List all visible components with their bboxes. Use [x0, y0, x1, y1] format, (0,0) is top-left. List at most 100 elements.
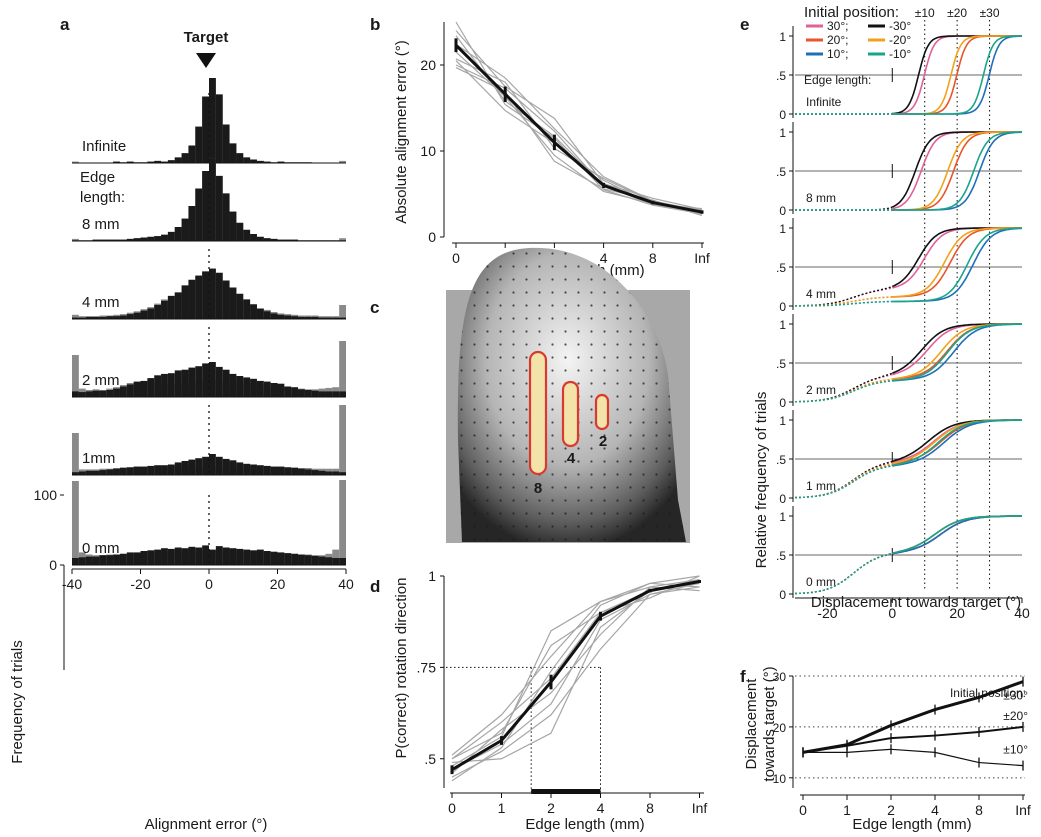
histogram-bar-black — [256, 308, 264, 319]
panel-e-cdf-dashed — [795, 300, 893, 307]
histogram-bar-black — [209, 78, 216, 163]
panel-d-mean-line — [451, 580, 700, 772]
panel-b-y-tick-label: 10 — [420, 143, 436, 159]
panel-letter-e: e — [740, 15, 749, 34]
histogram-bar-black — [263, 238, 271, 241]
panel-e-row-4: 1 .5 0 1 mm — [776, 410, 1023, 506]
panel-e-y-tick-label: .5 — [776, 261, 786, 275]
histogram-bar-black — [126, 384, 134, 397]
panel-c-fingertip-image: 8 4 2 — [446, 247, 690, 543]
histogram-bar-black — [243, 549, 251, 565]
histogram-bar-grey — [339, 160, 346, 163]
panel-a-y-tick-label: 100 — [34, 487, 58, 503]
histogram-bar-black — [243, 463, 251, 475]
histogram-bar-black — [236, 153, 244, 163]
panel-e-cdf-line — [892, 227, 1022, 298]
histogram-bar-black — [304, 555, 312, 565]
histogram-bar-black — [188, 367, 196, 397]
histogram-bar-black — [284, 553, 292, 565]
histogram-bar-black — [256, 380, 264, 397]
histogram-bar-black — [147, 161, 155, 163]
panel-f-y-tick-label: 20 — [773, 721, 787, 735]
legend-entry-2: 20°; — [827, 33, 848, 47]
histogram-bar-black — [263, 161, 271, 163]
panel-a-edge-length-word2: length: — [80, 189, 125, 206]
panel-d-ylabel: P(correct) rotation direction — [393, 578, 410, 759]
histogram-bar-black — [133, 552, 141, 565]
legend-entry-3: -20° — [889, 33, 911, 47]
histogram-bar-black — [92, 556, 100, 565]
histogram-bar-black — [215, 175, 223, 241]
histogram-bar-black — [113, 388, 120, 397]
panel-b-subject-line — [455, 67, 703, 217]
panel-f-y-tick-label: 30 — [773, 670, 787, 684]
panel-a-edge-length-title: Edge length: — [80, 169, 125, 206]
histogram-bar-black — [181, 461, 189, 475]
panel-a-x-tick-label: 20 — [270, 576, 286, 592]
panel-e-y-tick-label: 0 — [779, 588, 786, 602]
panel-e-cdf-line — [892, 515, 1022, 555]
histogram-bar-black — [195, 188, 203, 241]
histogram-row-3: 2 mm — [72, 327, 346, 398]
histogram-bar-black — [304, 390, 312, 397]
histogram-bar-black — [263, 381, 271, 397]
histogram-bar-black — [339, 317, 346, 319]
panel-d-y-tick-label: 1 — [428, 568, 436, 584]
histogram-bar-black — [72, 472, 79, 475]
panel-f-xlabel: Edge length (mm) — [852, 816, 971, 833]
histogram-bar-black — [106, 316, 114, 319]
stimulus-label-4: 4 — [567, 450, 576, 467]
histogram-bar-black — [215, 94, 223, 163]
histogram-bar-black — [174, 227, 182, 241]
histogram-bar-black — [291, 553, 299, 565]
histogram-bar-black — [106, 469, 114, 475]
histogram-bar-black — [304, 316, 312, 319]
histogram-bar-black — [119, 315, 127, 319]
histogram-bar-black — [256, 465, 264, 475]
histogram-row-label: 1mm — [82, 450, 115, 467]
histogram-bar-black — [325, 557, 333, 565]
panel-e-x-tick-label: 40 — [1014, 605, 1030, 621]
histogram-bar-black — [92, 239, 100, 241]
histogram-bar-black — [270, 551, 278, 565]
histogram-bar-black — [229, 143, 237, 163]
panel-d-x-tick-label: 8 — [646, 800, 654, 816]
panel-letter-f: f — [740, 667, 746, 686]
histogram-bar-black — [181, 369, 189, 397]
histogram-bar-grey — [339, 305, 346, 319]
histogram-bar-black — [92, 316, 100, 319]
stimulus-bar-2 — [594, 393, 610, 431]
panel-a-x-tick-label: -40 — [62, 576, 82, 592]
histogram-bar-black — [78, 392, 86, 397]
panel-e-row-2: 1 .5 0 4 mm — [776, 218, 1023, 314]
panel-f-x-tick-label: 1 — [843, 802, 851, 818]
panel-a-x-tick-label: 0 — [205, 576, 213, 592]
histogram-bar-black — [126, 161, 134, 163]
histogram-bar-black — [339, 558, 346, 565]
panel-e-xlabel: Displacement towards target (°) — [811, 594, 1021, 611]
panel-e-cdf-line — [892, 227, 1022, 303]
panel-e-y-tick-label: 0 — [779, 204, 786, 218]
histogram-bar-black — [154, 465, 162, 475]
panel-d-subject-line — [451, 586, 700, 771]
histogram-bar-black — [113, 554, 120, 565]
histogram-bar-black — [195, 547, 203, 565]
panel-e-row-label: 2 mm — [806, 383, 836, 397]
panel-e-y-tick-label: 1 — [779, 30, 786, 44]
histogram-bar-black — [209, 158, 216, 241]
histogram-bar-black — [85, 391, 93, 397]
panel-b-x-tick-label: 8 — [649, 250, 657, 266]
panel-d-y-tick-label: .75 — [417, 659, 437, 675]
histogram-bar-black — [243, 299, 251, 319]
histogram-bar-black — [106, 555, 114, 565]
panel-e-ylabel: Relative frequency of trials — [753, 392, 770, 569]
histogram-bar-black — [304, 469, 312, 475]
histogram-bar-black — [229, 287, 237, 319]
panel-e-cdf-dashed — [795, 464, 893, 499]
panel-a-x-tick-label: -20 — [130, 576, 150, 592]
panel-e-y-tick-label: .5 — [776, 549, 786, 563]
histogram-bar-black — [263, 465, 271, 475]
histogram-bar-black — [236, 548, 244, 565]
histogram-bar-black — [106, 390, 114, 397]
histogram-bar-black — [229, 373, 237, 397]
